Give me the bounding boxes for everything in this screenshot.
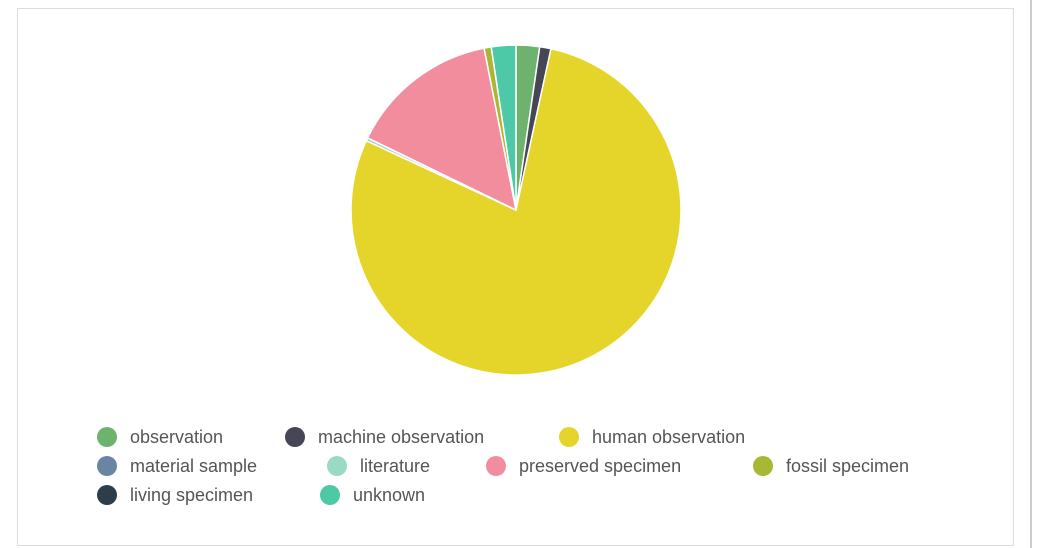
pie-slice (490, 44, 517, 211)
legend-swatch (285, 427, 305, 447)
legend-label: human observation (592, 427, 745, 447)
pie-slice (350, 47, 682, 376)
legend-label: unknown (353, 485, 425, 505)
legend-swatch (753, 456, 773, 476)
legend-swatch (559, 427, 579, 447)
legend-swatch (327, 456, 347, 476)
legend-label: fossil specimen (786, 456, 909, 476)
legend-swatch (320, 485, 340, 505)
legend-label: machine observation (318, 427, 484, 447)
legend-swatch (486, 456, 506, 476)
legend-label: material sample (130, 456, 257, 476)
legend-label: preserved specimen (519, 456, 681, 476)
legend-label: observation (130, 427, 223, 447)
legend-swatch (97, 427, 117, 447)
legend-label: literature (360, 456, 430, 476)
legend-swatch (97, 456, 117, 476)
legend-label: living specimen (130, 485, 253, 505)
pie-slice (366, 47, 518, 212)
legend-swatch (97, 485, 117, 505)
